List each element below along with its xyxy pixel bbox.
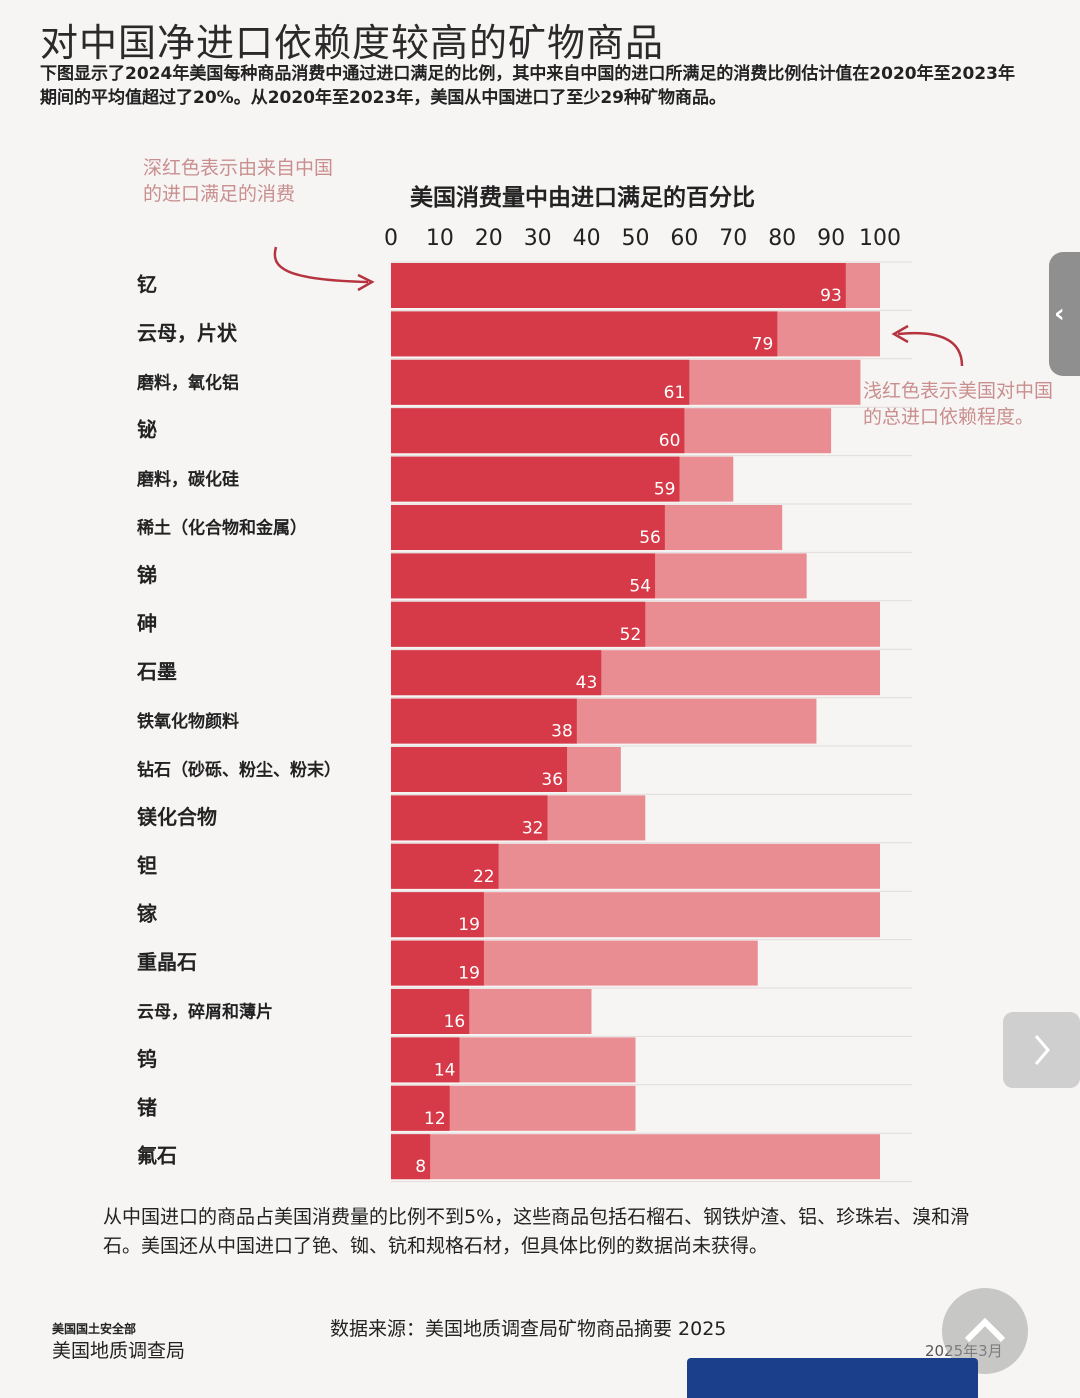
scroll-top-button[interactable] xyxy=(942,1288,1028,1374)
next-page-button[interactable] xyxy=(1003,1012,1080,1088)
x-axis-title: 美国消费量中由进口满足的百分比 xyxy=(410,185,755,211)
category-label: 锑 xyxy=(137,563,157,587)
x-axis-ticks: 0 10 20 30 40 50 60 70 80 90 100 xyxy=(384,226,901,251)
category-label: 云母，碎屑和薄片 xyxy=(137,1002,273,1023)
data-source: 数据来源：美国地质调查局矿物商品摘要 2025 xyxy=(330,1318,727,1340)
dark-red-annotation: 深红色表示由来自中国的进口满足的消费 xyxy=(143,157,334,205)
chevron-right-icon xyxy=(1034,1035,1050,1065)
dark-red-arrowhead xyxy=(357,273,375,292)
x-tick-label: 80 xyxy=(768,226,796,251)
dark-red-arrow xyxy=(273,246,369,284)
value-label: 19 xyxy=(458,915,480,935)
x-tick-label: 90 xyxy=(817,226,845,251)
china-share-bar xyxy=(391,505,665,550)
china-share-bar xyxy=(391,1134,431,1180)
china-share-bar xyxy=(391,553,656,599)
chevron-up-icon xyxy=(964,1317,1006,1343)
value-label: 60 xyxy=(659,431,681,451)
category-label: 石墨 xyxy=(136,660,177,684)
value-labels: 93 79 61 60 59 56 54 52 43 38 36 32 22 19 19 16 14 12 8 xyxy=(415,286,841,1177)
agency-logo-line1: 美国国土安全部 xyxy=(52,1322,137,1336)
value-label: 14 xyxy=(434,1060,456,1080)
x-tick-label: 100 xyxy=(859,226,901,251)
category-label: 稀土（化合物和金属） xyxy=(137,518,307,539)
china-share-bar xyxy=(391,989,470,1034)
china-share-bar xyxy=(391,359,690,405)
china-share-bar xyxy=(391,408,685,454)
value-label: 54 xyxy=(629,576,651,596)
category-label: 镓 xyxy=(137,902,158,926)
category-label: 铁氧化物颜料 xyxy=(137,711,239,732)
china-share-bar xyxy=(391,601,646,647)
value-label: 59 xyxy=(654,480,676,500)
bottom-banner[interactable] xyxy=(687,1358,978,1398)
chevron-left-icon: ‹ xyxy=(1054,299,1065,329)
category-label: 镁化合物 xyxy=(137,805,217,829)
category-label: 重晶石 xyxy=(137,950,197,974)
chart-grid xyxy=(391,261,912,1183)
category-label: 云母，片状 xyxy=(137,321,238,345)
china-share-bar xyxy=(391,843,499,889)
value-label: 56 xyxy=(639,528,661,548)
x-tick-label: 0 xyxy=(384,226,398,251)
china-share-bar xyxy=(391,892,484,938)
bars xyxy=(391,263,880,1180)
category-label: 钇 xyxy=(137,273,157,297)
agency-logo-line2: 美国地质调查局 xyxy=(52,1340,186,1363)
category-label: 氟石 xyxy=(137,1144,177,1168)
light-red-annotation: 浅红色表示美国对中国的总进口依赖程度。 xyxy=(863,380,1054,428)
china-share-bar xyxy=(391,456,680,502)
x-tick-label: 30 xyxy=(524,226,552,251)
china-share-bar xyxy=(391,650,602,696)
category-label: 钽 xyxy=(137,853,157,877)
bar-chart: 0 10 20 30 40 50 60 70 80 90 100 钇云母，片状磨料，氧化铝铋磨料，碳… xyxy=(136,226,964,1183)
total-import-bar xyxy=(391,1134,880,1180)
value-label: 16 xyxy=(444,1012,466,1032)
footnote: 从中国进口的商品占美国消费量的比例不到5%，这些商品包括石榴石、钢铁炉渣、铝、珍… xyxy=(103,1206,970,1257)
china-share-bar xyxy=(391,940,484,986)
china-share-bar xyxy=(391,698,577,744)
value-label: 22 xyxy=(473,867,495,887)
light-red-arrow xyxy=(897,331,964,367)
x-tick-label: 70 xyxy=(719,226,747,251)
category-label: 钻石（砂砾、粉尘、粉末） xyxy=(137,760,341,781)
category-label: 锗 xyxy=(137,1095,157,1119)
value-label: 38 xyxy=(551,722,573,742)
category-label: 钨 xyxy=(137,1047,157,1071)
prev-page-button[interactable]: ‹ xyxy=(1049,252,1080,376)
agency-logo: 美国国土安全部 美国地质调查局 xyxy=(52,1322,185,1363)
value-label: 79 xyxy=(752,334,774,354)
x-tick-label: 40 xyxy=(573,226,601,251)
value-label: 32 xyxy=(522,818,544,838)
value-label: 8 xyxy=(415,1157,426,1177)
category-label: 砷 xyxy=(137,611,157,635)
value-label: 19 xyxy=(458,964,480,984)
value-label: 36 xyxy=(541,770,563,790)
x-tick-label: 20 xyxy=(475,226,503,251)
value-label: 52 xyxy=(620,625,642,645)
china-share-bar xyxy=(391,311,778,357)
china-share-bar xyxy=(391,1085,450,1131)
category-label: 铋 xyxy=(137,418,157,442)
page-title: 对中国净进口依赖度较高的矿物商品 xyxy=(40,21,665,65)
category-label: 磨料，氧化铝 xyxy=(137,372,239,393)
light-red-arrowhead xyxy=(891,324,909,344)
x-tick-label: 50 xyxy=(622,226,650,251)
china-share-bar xyxy=(391,1037,460,1083)
category-label: 磨料，碳化硅 xyxy=(137,469,239,490)
china-share-bar xyxy=(391,263,846,308)
x-tick-label: 60 xyxy=(670,226,698,251)
page-subtitle: 下图显示了2024年美国每种商品消费中通过进口满足的比例，其中来自中国的进口所满… xyxy=(40,64,1015,108)
value-label: 43 xyxy=(576,673,598,693)
x-tick-label: 10 xyxy=(426,226,454,251)
value-label: 61 xyxy=(664,383,686,403)
china-share-bar xyxy=(391,747,568,792)
china-share-bar xyxy=(391,795,548,841)
value-label: 93 xyxy=(820,286,842,306)
value-label: 12 xyxy=(424,1109,446,1129)
